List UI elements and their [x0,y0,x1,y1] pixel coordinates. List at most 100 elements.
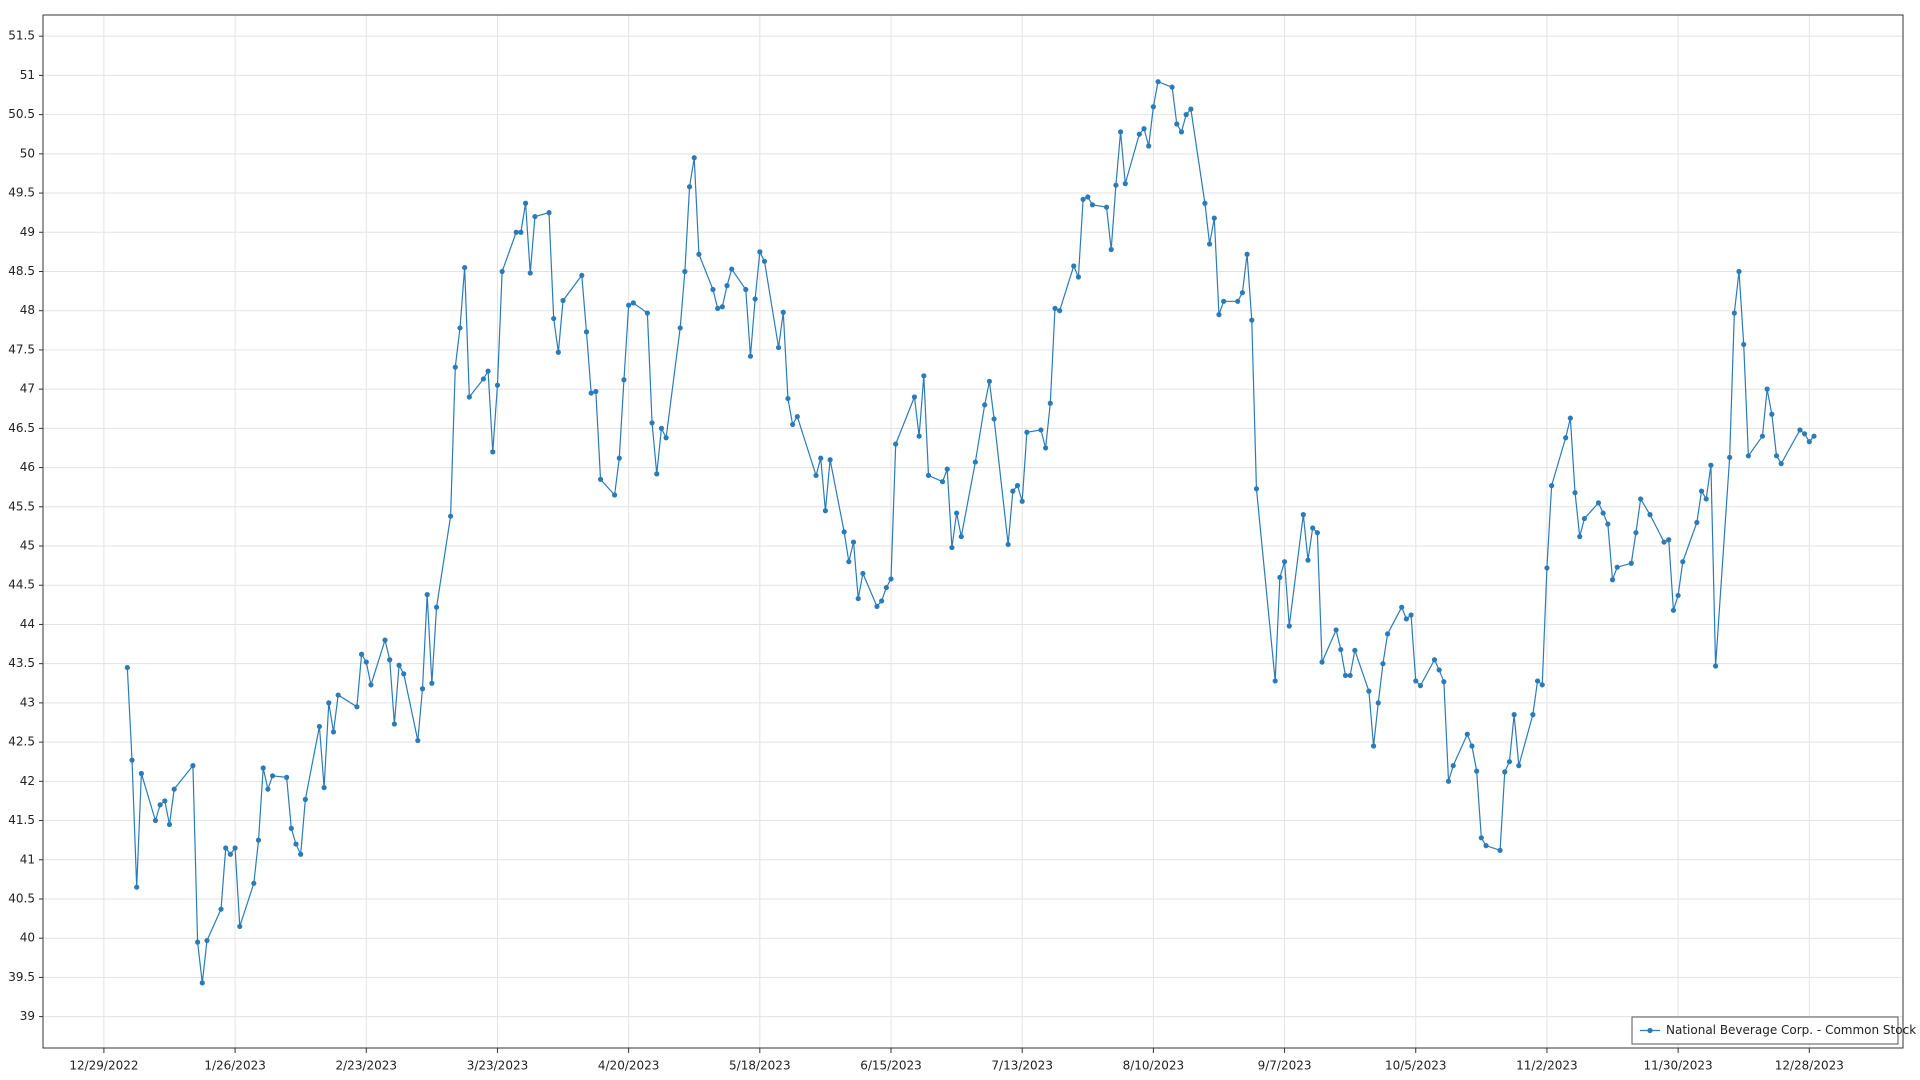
data-point [1530,712,1536,718]
data-point [1534,678,1541,684]
data-point [1235,298,1241,304]
data-point [1778,461,1784,467]
data-point [1745,453,1751,459]
data-point [1221,298,1227,304]
data-point [1708,462,1714,468]
data-point [1178,129,1185,135]
data-point [790,421,796,428]
data-point [583,329,590,335]
data-point [1769,411,1775,417]
data-point [939,479,946,485]
data-point [879,598,885,604]
data-point [925,472,932,479]
data-point [1347,672,1353,679]
data-point [1103,204,1110,210]
data-point [686,184,693,190]
data-point [752,296,758,302]
y-tick-label: 44 [20,617,35,631]
data-point [944,466,950,472]
data-point [827,457,833,463]
data-point [321,784,327,791]
data-point [954,510,960,516]
y-tick-label: 50.5 [8,107,35,121]
data-point [818,455,824,461]
data-point [1431,657,1438,663]
data-point [138,770,144,777]
data-point [1024,429,1030,435]
data-point [911,394,918,400]
data-point [1474,768,1480,774]
data-point [1741,341,1747,348]
data-point [494,382,501,388]
data-point [775,344,782,351]
y-tick-label: 48.5 [8,264,35,278]
data-point [237,923,243,930]
data-point [855,595,861,602]
y-tick-label: 43.5 [8,656,35,670]
x-tick-label: 12/28/2023 [1775,1059,1844,1073]
data-point [710,286,716,293]
data-point [424,592,430,598]
data-point [1806,439,1812,445]
data-point [1506,759,1513,765]
data-point [579,272,585,279]
data-point [921,373,927,379]
data-point [555,349,561,355]
data-point [1122,181,1128,187]
data-point [1319,659,1325,665]
x-tick-label: 6/15/2023 [860,1059,922,1073]
data-point [419,686,426,692]
data-point [1797,427,1803,433]
data-point [1764,386,1770,392]
data-point [124,664,130,671]
data-point [1417,683,1424,689]
data-point [429,680,435,686]
data-point [382,637,388,643]
data-point [298,851,304,857]
data-point [729,266,735,272]
y-tick-label: 45 [20,539,35,553]
data-point [1647,512,1653,518]
data-point [284,774,290,780]
data-point [626,302,632,308]
data-point [1511,712,1517,718]
data-point [166,821,173,828]
data-point [1314,530,1320,536]
y-tick-label: 43 [20,695,35,709]
data-point [1272,678,1278,684]
data-point [1567,415,1573,421]
data-point [663,435,669,441]
data-point [1549,483,1555,489]
x-tick-label: 3/23/2023 [467,1059,529,1073]
data-point [1085,194,1091,200]
data-point [1169,84,1175,90]
data-point [1680,559,1686,565]
x-tick-label: 11/2/2023 [1516,1059,1578,1073]
data-point [813,472,819,479]
data-point [560,297,566,304]
data-point [682,268,688,275]
data-point [888,576,894,582]
data-point [1595,500,1602,506]
data-point [986,378,992,384]
data-point [1408,612,1414,618]
x-tick-label: 5/18/2023 [729,1059,791,1073]
data-point [1239,290,1245,296]
data-point [893,441,899,447]
data-point [1342,672,1349,679]
data-point [1249,317,1255,323]
data-point [232,845,238,851]
data-point [1216,312,1222,318]
data-point [363,659,369,665]
data-point [1075,274,1082,280]
data-point [1605,521,1611,527]
data-point [677,325,683,331]
data-point [1310,525,1316,531]
data-point [1577,533,1583,540]
data-point [171,786,177,792]
data-point [1539,682,1545,688]
data-point [1698,488,1705,494]
data-point [1712,663,1719,669]
data-point [1502,769,1508,775]
